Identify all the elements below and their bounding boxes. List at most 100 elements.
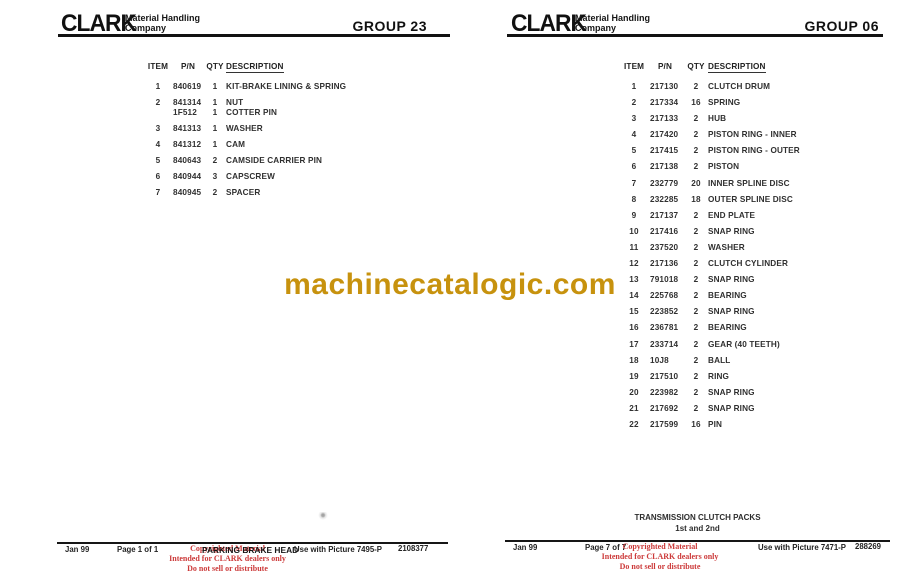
clark-logo: CLARK: [61, 10, 137, 37]
cell-description: COTTER PIN: [226, 107, 278, 117]
table-row: 15 223852 2 SNAP RING: [624, 307, 890, 317]
cell-item: 22: [629, 419, 639, 429]
table-row-line: 11 237520 2 WASHER: [624, 243, 890, 253]
cell-description: PIN: [708, 419, 723, 429]
table-row-line: 4 217420 2 PISTON RING - INNER: [624, 130, 890, 140]
cell-description: SNAP RING: [708, 226, 755, 236]
table-row: 13 791018 2 SNAP RING: [624, 275, 890, 285]
site-watermark: machinecatalogic.com: [284, 268, 616, 301]
cell-quantity: 20: [691, 178, 701, 188]
table-header-row: ITEM P/N QTY DESCRIPTION: [146, 62, 448, 73]
col-header-qty: QTY: [206, 62, 224, 71]
table-row-line: 4 841312 1 CAM: [146, 140, 448, 150]
cell-part-number: 217138: [650, 162, 679, 172]
table-row: 3 841313 1 WASHER: [146, 124, 448, 134]
scan-artifact: [318, 512, 328, 520]
cell-description: OUTER SPLINE DISC: [708, 194, 793, 204]
cell-quantity: 2: [693, 307, 699, 317]
document-title: PARKING BRAKE HEAD: [202, 545, 299, 555]
cell-item: 10: [629, 226, 639, 236]
table-row-line: 5 217415 2 PISTON RING - OUTER: [624, 146, 890, 156]
cell-description: CAPSCREW: [226, 171, 275, 181]
table-row: 20 223982 2 SNAP RING: [624, 388, 890, 398]
table-row: 4 217420 2 PISTON RING - INNER: [624, 130, 890, 140]
cell-item: 4: [631, 130, 637, 140]
cell-quantity: 2: [693, 371, 699, 381]
cell-quantity: 2: [693, 210, 699, 220]
cell-item: 2: [631, 98, 637, 108]
footer-doc-number: 288269: [855, 542, 882, 551]
table-row: 9 217137 2 END PLATE: [624, 211, 890, 221]
cell-quantity: 1: [212, 82, 218, 91]
cell-item: 13: [629, 275, 639, 285]
cell-item: 19: [629, 371, 639, 381]
cell-quantity: 1: [212, 98, 218, 107]
cell-quantity: 2: [693, 130, 699, 140]
table-row-line: 22 217599 16 PIN: [624, 420, 890, 430]
cell-part-number: 237520: [650, 242, 679, 252]
group-label: GROUP 23: [352, 18, 427, 34]
cell-description: RING: [708, 371, 730, 381]
tagline-line1: Material Handling: [575, 13, 651, 23]
footer-rule: [57, 542, 448, 544]
cell-description: KIT-BRAKE LINING & SPRING: [226, 82, 347, 91]
cell-item: 6: [631, 162, 637, 172]
cell-part-number: 217334: [650, 98, 679, 108]
col-header-item: ITEM: [147, 62, 169, 71]
table-row: 22 217599 16 PIN: [624, 420, 890, 430]
cell-quantity: 2: [693, 323, 699, 333]
copyright-line: Do not sell or distribute: [619, 562, 701, 571]
section-caption: TRANSMISSION CLUTCH PACKS 1st and 2nd: [505, 512, 890, 534]
catalog-page-right: CLARK Material Handling Company GROUP 06…: [505, 0, 895, 580]
cell-item: 9: [631, 210, 637, 220]
table-row-line: 21 217692 2 SNAP RING: [624, 404, 890, 414]
tagline-line2: Company: [575, 23, 617, 34]
table-row-line: 10 217416 2 SNAP RING: [624, 227, 890, 237]
table-row: 14 225768 2 BEARING: [624, 291, 890, 301]
table-row-line: 2 217334 16 SPRING: [624, 98, 890, 108]
cell-part-number: 217133: [650, 114, 679, 124]
cell-quantity: 2: [693, 403, 699, 413]
table-row: 1 217130 2 CLUTCH DRUM: [624, 82, 890, 92]
cell-quantity: 2: [693, 291, 699, 301]
cell-description: PISTON: [708, 162, 740, 172]
cell-quantity: 2: [212, 155, 218, 165]
table-row-line: 19 217510 2 RING: [624, 372, 890, 382]
table-header-row: ITEM P/N QTY DESCRIPTION: [624, 62, 890, 73]
table-row: 7 840945 2 SPACER: [146, 188, 448, 198]
cell-description: SPACER: [226, 187, 261, 197]
cell-description: PISTON RING - INNER: [708, 130, 797, 140]
section-title: TRANSMISSION CLUTCH PACKS: [634, 513, 761, 522]
table-row-line: 9 217137 2 END PLATE: [624, 211, 890, 221]
table-row: 7 232779 20 INNER SPLINE DISC: [624, 179, 890, 189]
cell-quantity: 2: [693, 275, 699, 285]
cell-part-number: 10J8: [650, 355, 669, 365]
table-row-line: 16 236781 2 BEARING: [624, 323, 890, 333]
copyright-line: Intended for CLARK dealers only: [601, 552, 719, 561]
cell-part-number: 232285: [650, 194, 679, 204]
cell-item: 21: [629, 403, 639, 413]
cell-item: 12: [629, 259, 639, 269]
cell-part-number: 217130: [650, 82, 679, 91]
clark-logo: CLARK: [511, 10, 587, 37]
cell-part-number: 223982: [650, 387, 679, 397]
cell-item: 1: [155, 82, 161, 91]
table-row-line: 12 217136 2 CLUTCH CYLINDER: [624, 259, 890, 269]
col-header-qty: QTY: [687, 62, 705, 71]
section-subtitle: 1st and 2nd: [675, 524, 720, 533]
cell-quantity: 2: [693, 114, 699, 124]
cell-item: 2: [155, 98, 161, 107]
cell-part-number: 791018: [650, 275, 679, 285]
cell-part-number: 217599: [650, 419, 679, 429]
cell-description: CLUTCH DRUM: [708, 82, 771, 91]
cell-part-number: 217420: [650, 130, 679, 140]
cell-part-number: 841314: [173, 98, 202, 107]
table-row: 2 217334 16 SPRING: [624, 98, 890, 108]
cell-description: GEAR (40 TEETH): [708, 339, 780, 349]
footer-page-number: Page 1 of 1: [117, 545, 159, 554]
cell-description: NUT: [226, 98, 244, 107]
col-header-pn: P/N: [180, 62, 196, 71]
table-row: 6 840944 3 CAPSCREW: [146, 172, 448, 182]
footer-use-with: Use with Picture 7471-P: [758, 543, 846, 552]
copyright-notice: Copyrighted Material Intended for CLARK …: [590, 542, 730, 572]
